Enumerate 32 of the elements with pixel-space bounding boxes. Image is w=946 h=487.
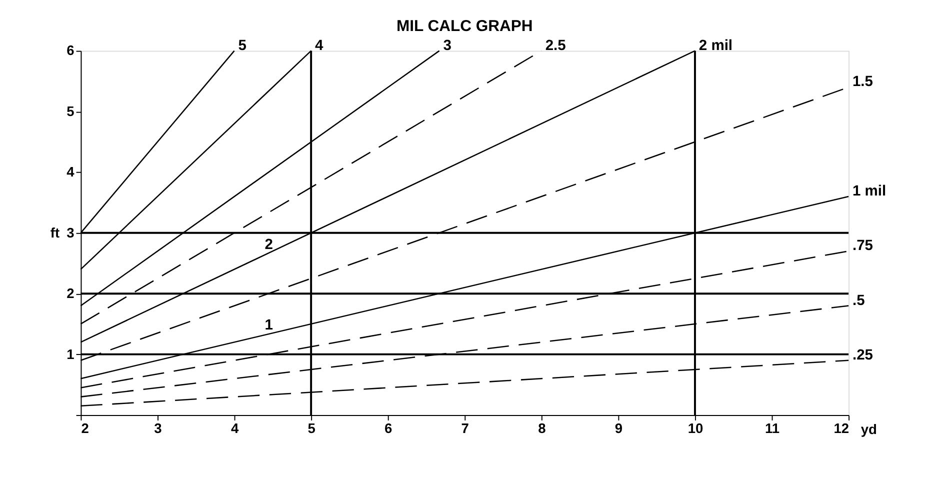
y-tick-label: 6 <box>66 43 75 58</box>
series-label: 3 <box>443 38 452 54</box>
x-tick-label: 6 <box>384 421 393 436</box>
series-label: 5 <box>238 38 246 54</box>
series-label: 1.5 <box>852 74 873 90</box>
x-tick-label: 7 <box>461 421 470 436</box>
y-tick-label: 2 <box>66 286 75 302</box>
x-tick-label: 2 <box>81 421 90 436</box>
annotation: 2 <box>264 237 273 254</box>
x-tick-label: 9 <box>614 421 623 436</box>
series-label: 4 <box>315 38 324 54</box>
series-label: 2.5 <box>545 38 566 54</box>
series-label: .75 <box>852 238 873 254</box>
x-tick-label: 12 <box>834 421 850 436</box>
series-label: .25 <box>852 347 873 364</box>
series-label: .5 <box>852 292 865 309</box>
x-axis-title: yd <box>860 422 877 438</box>
series-label: 2 mil <box>698 38 733 54</box>
x-tick-label: 5 <box>308 421 316 436</box>
chart-title: MIL CALC GRAPH <box>396 18 533 36</box>
x-tick-label: 3 <box>154 421 162 436</box>
series-label: 1 mil <box>852 184 886 200</box>
y-tick-label: 5 <box>66 104 75 119</box>
x-tick-label: 11 <box>764 421 780 436</box>
annotation: 1 <box>264 318 273 334</box>
x-tick-label: 4 <box>230 421 239 436</box>
x-tick-label: 10 <box>688 421 704 436</box>
y-tick-label: 1 <box>66 346 75 362</box>
y-tick-label: 4 <box>66 164 75 180</box>
y-tick-label: 3 <box>66 225 75 240</box>
x-tick-label: 8 <box>538 421 546 436</box>
y-axis-title: ft <box>50 225 60 240</box>
